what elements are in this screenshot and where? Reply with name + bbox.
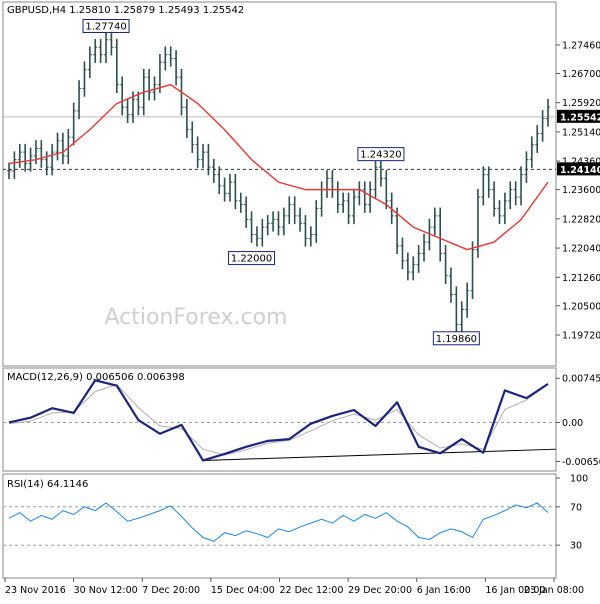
rsi-pane-frame: [2, 473, 557, 579]
price-y-tick-label: 1.24360: [562, 157, 600, 168]
current-price-label: 1.25542: [560, 112, 600, 123]
price-y-tick-label: 1.23600: [562, 185, 600, 196]
price-y-tick-label: 1.22040: [562, 244, 600, 255]
x-tick-label: 6 Jan 16:00: [417, 585, 471, 596]
level-annotation-box: [82, 18, 130, 33]
watermark-text: ActionForex.com: [105, 305, 288, 330]
support-level-box: [557, 162, 600, 176]
x-tick-label: 30 Nov 12:00: [74, 585, 138, 596]
price-y-tick-label: 1.19720: [562, 331, 600, 342]
price-y-tick-label: 1.21260: [562, 273, 600, 284]
macd-main-line: [8, 379, 549, 462]
price-bars: [7, 31, 550, 333]
x-tick-label: 23 Nov 2016: [5, 585, 66, 596]
rsi-y-tick-label: 30: [570, 541, 582, 552]
price-y-tick-label: 1.26700: [562, 69, 600, 80]
price-header: GBPUSD,H4 1.25810 1.25879 1.25493 1.2554…: [7, 5, 244, 16]
x-tick-label: 22 Dec 12:00: [280, 585, 344, 596]
x-tick-label: 7 Dec 20:00: [142, 585, 200, 596]
rsi-y-tick-label: 100: [570, 474, 588, 485]
price-y-tick-label: 1.20500: [562, 301, 600, 312]
macd-trendline: [203, 448, 557, 461]
price-y-tick-label: 1.27460: [562, 40, 600, 51]
price-y-tick-label: 1.22820: [562, 214, 600, 225]
rsi-y-tick-label: 70: [570, 502, 582, 513]
x-tick-label: 29 Dec 20:00: [348, 585, 412, 596]
rsi-line: [8, 502, 549, 542]
current-price-box: [557, 109, 600, 123]
macd-y-tick-label: 0.00: [562, 418, 583, 429]
level-annotation-box: [432, 331, 480, 346]
level-annotation-box: [228, 251, 276, 266]
support-level-label: 1.24140: [560, 165, 600, 176]
level-annotation-label: 1.27740: [85, 21, 126, 32]
x-tick-label: 15 Dec 04:00: [211, 585, 275, 596]
x-tick-label: 23 Jan 08:00: [524, 585, 584, 596]
level-annotation-label: 1.24320: [360, 150, 401, 161]
x-tick-label: 16 Jan 00:00: [485, 585, 545, 596]
level-annotation-label: 1.22000: [231, 254, 272, 265]
rsi-header: RSI(14) 64.1146: [7, 479, 88, 490]
macd-header: MACD(12,26,9) 0.006506 0.006398: [7, 372, 185, 383]
macd-y-tick-label: -0.006568: [562, 457, 600, 468]
price-y-tick-label: 1.25140: [562, 127, 600, 138]
moving-average-line: [8, 83, 549, 251]
macd-signal-line: [8, 383, 549, 456]
macd-y-tick-label: 0.007452: [562, 374, 600, 385]
macd-pane-frame: [2, 367, 557, 472]
price-y-tick-label: 1.25920: [562, 98, 600, 109]
level-annotation-box: [357, 147, 405, 162]
level-annotation-label: 1.19860: [436, 334, 477, 345]
